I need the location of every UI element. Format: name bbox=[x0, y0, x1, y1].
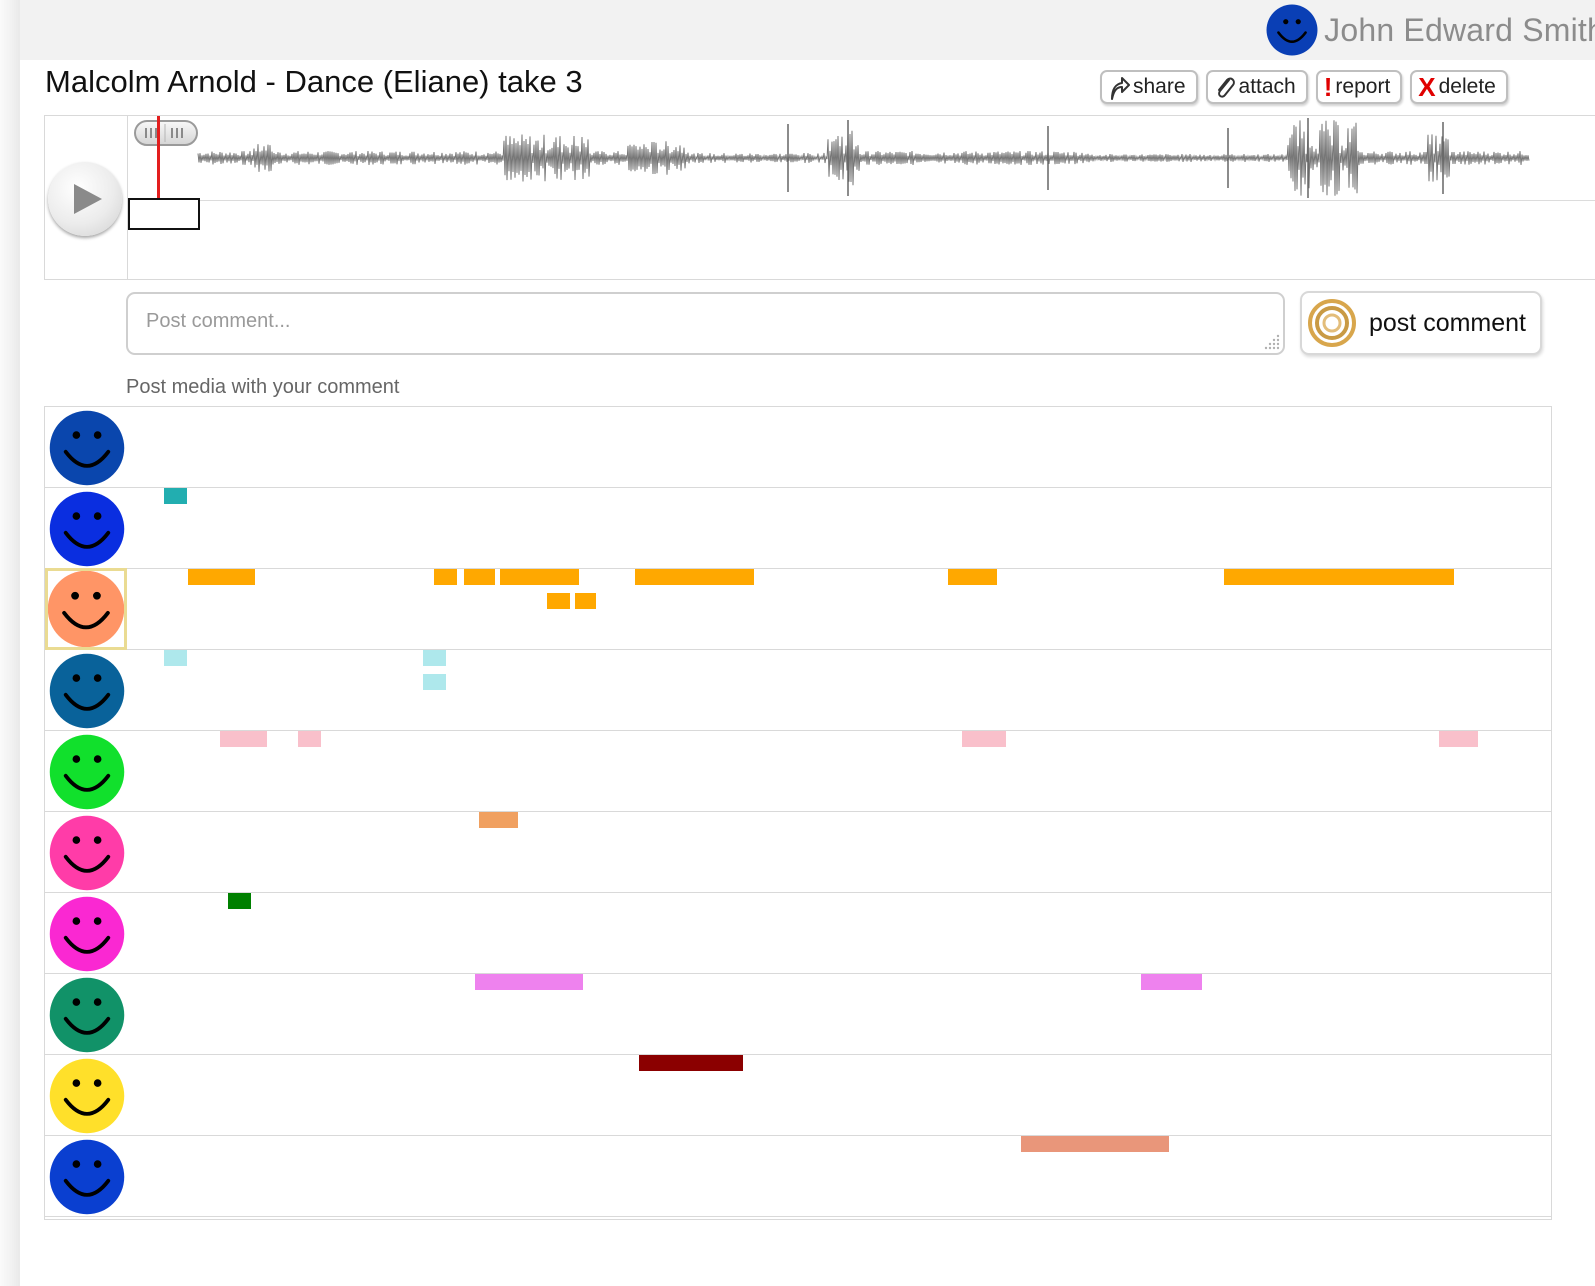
share-label: share bbox=[1133, 75, 1186, 98]
attach-button[interactable]: attach bbox=[1205, 70, 1308, 104]
annotation-row bbox=[45, 812, 1551, 893]
user-name[interactable]: John Edward Smith bbox=[1324, 11, 1595, 48]
play-column bbox=[45, 116, 128, 279]
annotation-segment[interactable] bbox=[547, 593, 570, 609]
delete-button[interactable]: X delete bbox=[1410, 70, 1508, 104]
annotation-segment[interactable] bbox=[479, 812, 518, 828]
user-avatar-icon[interactable] bbox=[49, 410, 125, 486]
annotation-segment[interactable] bbox=[423, 650, 446, 666]
annotation-row bbox=[45, 974, 1551, 1055]
annotation-row bbox=[45, 407, 1551, 488]
annotation-segment[interactable] bbox=[635, 569, 754, 585]
annotation-segment[interactable] bbox=[575, 593, 596, 609]
annotation-segment[interactable] bbox=[948, 569, 997, 585]
user-avatar-icon[interactable] bbox=[49, 653, 125, 729]
waveform-divider bbox=[128, 200, 1595, 201]
user-avatar-icon[interactable] bbox=[49, 491, 125, 567]
annotation-row bbox=[45, 1136, 1551, 1217]
post-comment-label: post comment bbox=[1369, 308, 1527, 337]
playhead[interactable] bbox=[157, 116, 160, 198]
annotation-segment[interactable] bbox=[464, 569, 495, 585]
share-icon bbox=[1108, 74, 1130, 100]
annotation-segment[interactable] bbox=[434, 569, 457, 585]
report-button[interactable]: ! report bbox=[1315, 70, 1403, 104]
user-avatar-icon[interactable] bbox=[49, 815, 125, 891]
annotation-segment[interactable] bbox=[164, 650, 187, 666]
annotation-row bbox=[45, 488, 1551, 569]
annotation-segment[interactable] bbox=[1224, 569, 1454, 585]
annotation-row bbox=[45, 650, 1551, 731]
annotation-timeline bbox=[44, 406, 1552, 1220]
annotation-segment[interactable] bbox=[164, 488, 187, 504]
user-avatar-icon[interactable] bbox=[49, 1058, 125, 1134]
play-icon bbox=[74, 184, 102, 214]
annotation-segment[interactable] bbox=[962, 731, 1006, 747]
comment-input[interactable] bbox=[126, 292, 1285, 355]
annotation-row bbox=[45, 1055, 1551, 1136]
post-comment-button[interactable]: post comment bbox=[1300, 291, 1542, 355]
share-button[interactable]: share bbox=[1100, 70, 1198, 104]
annotation-segment[interactable] bbox=[188, 569, 255, 585]
annotation-segment[interactable] bbox=[1141, 974, 1202, 990]
top-bar: John Edward Smith bbox=[20, 0, 1595, 60]
report-label: report bbox=[1335, 75, 1391, 98]
user-avatar-icon[interactable] bbox=[49, 896, 125, 972]
annotation-segment[interactable] bbox=[1021, 1136, 1169, 1152]
user-avatar-icon[interactable] bbox=[49, 734, 125, 810]
delete-label: delete bbox=[1438, 75, 1496, 98]
action-toolbar: share attach ! report X delete bbox=[1100, 70, 1508, 104]
annotation-segment[interactable] bbox=[228, 893, 251, 909]
user-avatar-icon[interactable] bbox=[49, 977, 125, 1053]
scrub-handle[interactable] bbox=[134, 120, 198, 146]
user-menu[interactable]: John Edward Smith bbox=[1266, 0, 1595, 60]
waveform-area[interactable] bbox=[128, 116, 1595, 279]
annotation-segment[interactable] bbox=[220, 731, 267, 747]
track-title: Malcolm Arnold - Dance (Eliane) take 3 bbox=[45, 64, 583, 99]
attach-label: attach bbox=[1238, 75, 1296, 98]
user-avatar-icon[interactable] bbox=[45, 568, 127, 650]
left-shadow bbox=[0, 0, 20, 1286]
annotation-segment[interactable] bbox=[639, 1055, 743, 1071]
annotation-segment[interactable] bbox=[475, 974, 583, 990]
waveform[interactable] bbox=[128, 116, 1595, 200]
annotation-segment[interactable] bbox=[500, 569, 579, 585]
annotation-segment[interactable] bbox=[423, 674, 446, 690]
annotation-row bbox=[45, 893, 1551, 974]
time-selection-box[interactable] bbox=[128, 198, 200, 230]
delete-x-icon: X bbox=[1418, 72, 1436, 102]
exclamation-icon: ! bbox=[1323, 72, 1333, 102]
post-media-link[interactable]: Post media with your comment bbox=[126, 376, 400, 398]
play-button[interactable] bbox=[48, 162, 122, 236]
annotation-segment[interactable] bbox=[1439, 731, 1478, 747]
user-avatar-icon[interactable] bbox=[49, 1139, 125, 1215]
user-avatar-icon[interactable] bbox=[1266, 4, 1318, 56]
annotation-row bbox=[45, 731, 1551, 812]
annotation-segment[interactable] bbox=[298, 731, 321, 747]
paperclip-icon bbox=[1214, 74, 1236, 100]
ring-icon bbox=[1308, 299, 1356, 347]
audio-player bbox=[44, 115, 1595, 280]
annotation-row bbox=[45, 568, 1551, 650]
resize-grip-icon[interactable] bbox=[1262, 332, 1282, 352]
